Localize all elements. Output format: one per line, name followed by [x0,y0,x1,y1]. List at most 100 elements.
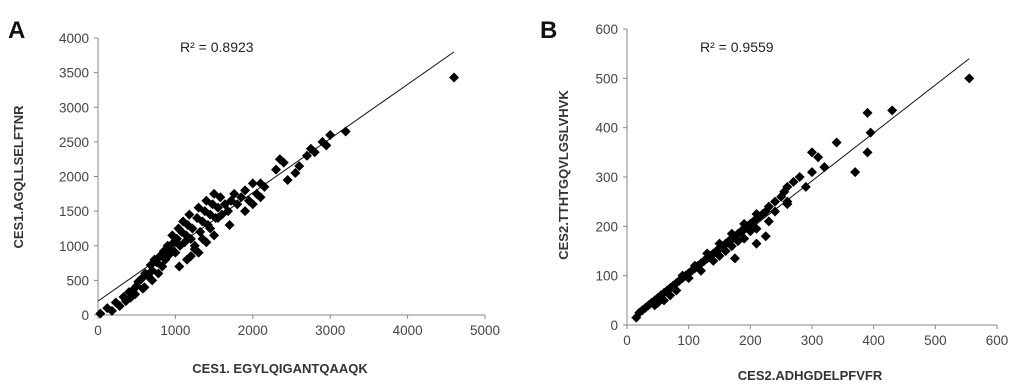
data-point-b [887,105,898,116]
tick-labels-b: 0 100 200 300 400 500 600 0 100 200 300 400 500 600 [595,22,1008,348]
data-point-b [782,181,793,192]
data-point-b [739,218,750,229]
x-tick-label-a: 3000 [315,323,345,338]
y-tick-label-b: 400 [595,121,618,136]
data-points-a [95,72,460,319]
axes-b [623,28,998,329]
data-points-b [631,73,975,323]
data-point-a [255,178,266,189]
data-point-a [215,192,226,203]
data-point-a [157,261,168,272]
data-point-a [247,178,258,189]
data-point-b [794,172,805,182]
data-point-b [770,196,780,207]
x-tick-label-b: 600 [986,333,1009,348]
data-point-a [174,261,185,272]
data-point-b [800,181,811,192]
data-point-a [232,199,243,210]
data-point-b [714,250,725,261]
data-point-b [689,260,700,271]
y-tick-label-a: 0 [81,308,89,323]
data-point-b [763,201,774,212]
data-point-a [290,168,301,179]
data-point-a [185,233,196,244]
y-tick-label-a: 4000 [59,31,89,46]
data-point-b [696,265,706,276]
scatter-chart-b: B R² = 0.9559 CES2.ADHGDELPFVFR CES2.TTH… [540,17,1008,383]
r-squared-annotation-a: R² = 0.8923 [180,39,254,55]
data-point-b [862,107,873,118]
tick-labels-a: 0 500 1000 1500 2000 2500 3000 3500 4000 0 1000 200… [59,31,500,338]
x-tick-label-b: 500 [924,333,947,348]
y-tick-label-a: 2000 [59,170,89,185]
data-point-a [153,268,164,279]
data-point-b [726,228,737,239]
data-point-b [677,270,688,281]
y-tick-label-a: 1500 [59,204,89,219]
data-point-a [240,206,251,217]
data-point-b [813,152,824,163]
data-point-b [726,241,737,252]
r-squared-annotation-b: R² = 0.9559 [700,39,774,55]
y-tick-label-a: 500 [66,273,89,288]
y-axis-label-b: CES2.TTHTGQVLGSLVHVK [556,90,571,260]
data-point-b [665,290,676,301]
data-point-b [964,73,975,84]
y-tick-label-a: 1000 [59,239,89,254]
y-tick-label-b: 200 [595,219,618,234]
data-point-b [649,300,660,311]
data-point-a [212,213,223,224]
data-point-b [751,223,762,234]
data-point-b [865,127,876,138]
data-point-a [223,206,234,217]
data-point-a [171,233,182,244]
y-tick-label-b: 100 [595,269,618,284]
data-point-a [209,230,220,241]
x-tick-label-b: 0 [623,333,631,348]
data-point-a [201,237,212,248]
data-point-a [255,192,266,203]
data-point-a [294,161,305,172]
data-point-b [702,248,713,259]
data-point-a [224,219,235,230]
data-point-b [788,176,799,187]
x-tick-label-b: 100 [677,333,700,348]
panel-label-a: A [8,17,25,44]
data-point-a [282,174,293,185]
x-tick-label-b: 300 [801,333,824,348]
data-point-a [184,209,195,220]
data-point-a [340,126,351,137]
data-point-b [760,231,771,242]
data-point-a [205,223,216,234]
y-tick-label-b: 600 [595,22,618,37]
y-tick-label-b: 300 [595,170,618,185]
data-point-a [147,275,158,286]
data-point-a [240,185,251,196]
data-point-b [819,162,830,173]
data-point-a [130,289,141,300]
y-tick-label-b: 0 [610,318,618,333]
x-axis-label-a: CES1. EGYLQIGANTQAAQK [192,361,368,376]
x-tick-label-a: 4000 [393,323,423,338]
data-point-a [170,247,181,258]
data-point-b [763,216,774,227]
data-point-a [278,157,289,168]
data-point-b [782,199,793,210]
data-point-a [118,291,129,302]
data-point-a [325,129,336,140]
data-point-a [106,305,117,316]
data-point-b [850,167,861,178]
y-tick-label-b: 500 [595,71,618,86]
data-point-b [714,238,725,249]
y-axis-label-a: CES1.AGQLLSELFTNR [11,105,26,249]
data-point-a [271,164,282,175]
y-tick-label-a: 2500 [59,135,89,150]
data-point-a [95,308,106,319]
x-tick-label-a: 1000 [160,323,190,338]
data-point-b [708,255,719,266]
panel-label-b: B [540,17,557,44]
data-point-a [247,199,258,210]
data-point-a [139,282,150,293]
data-point-a [212,202,223,213]
